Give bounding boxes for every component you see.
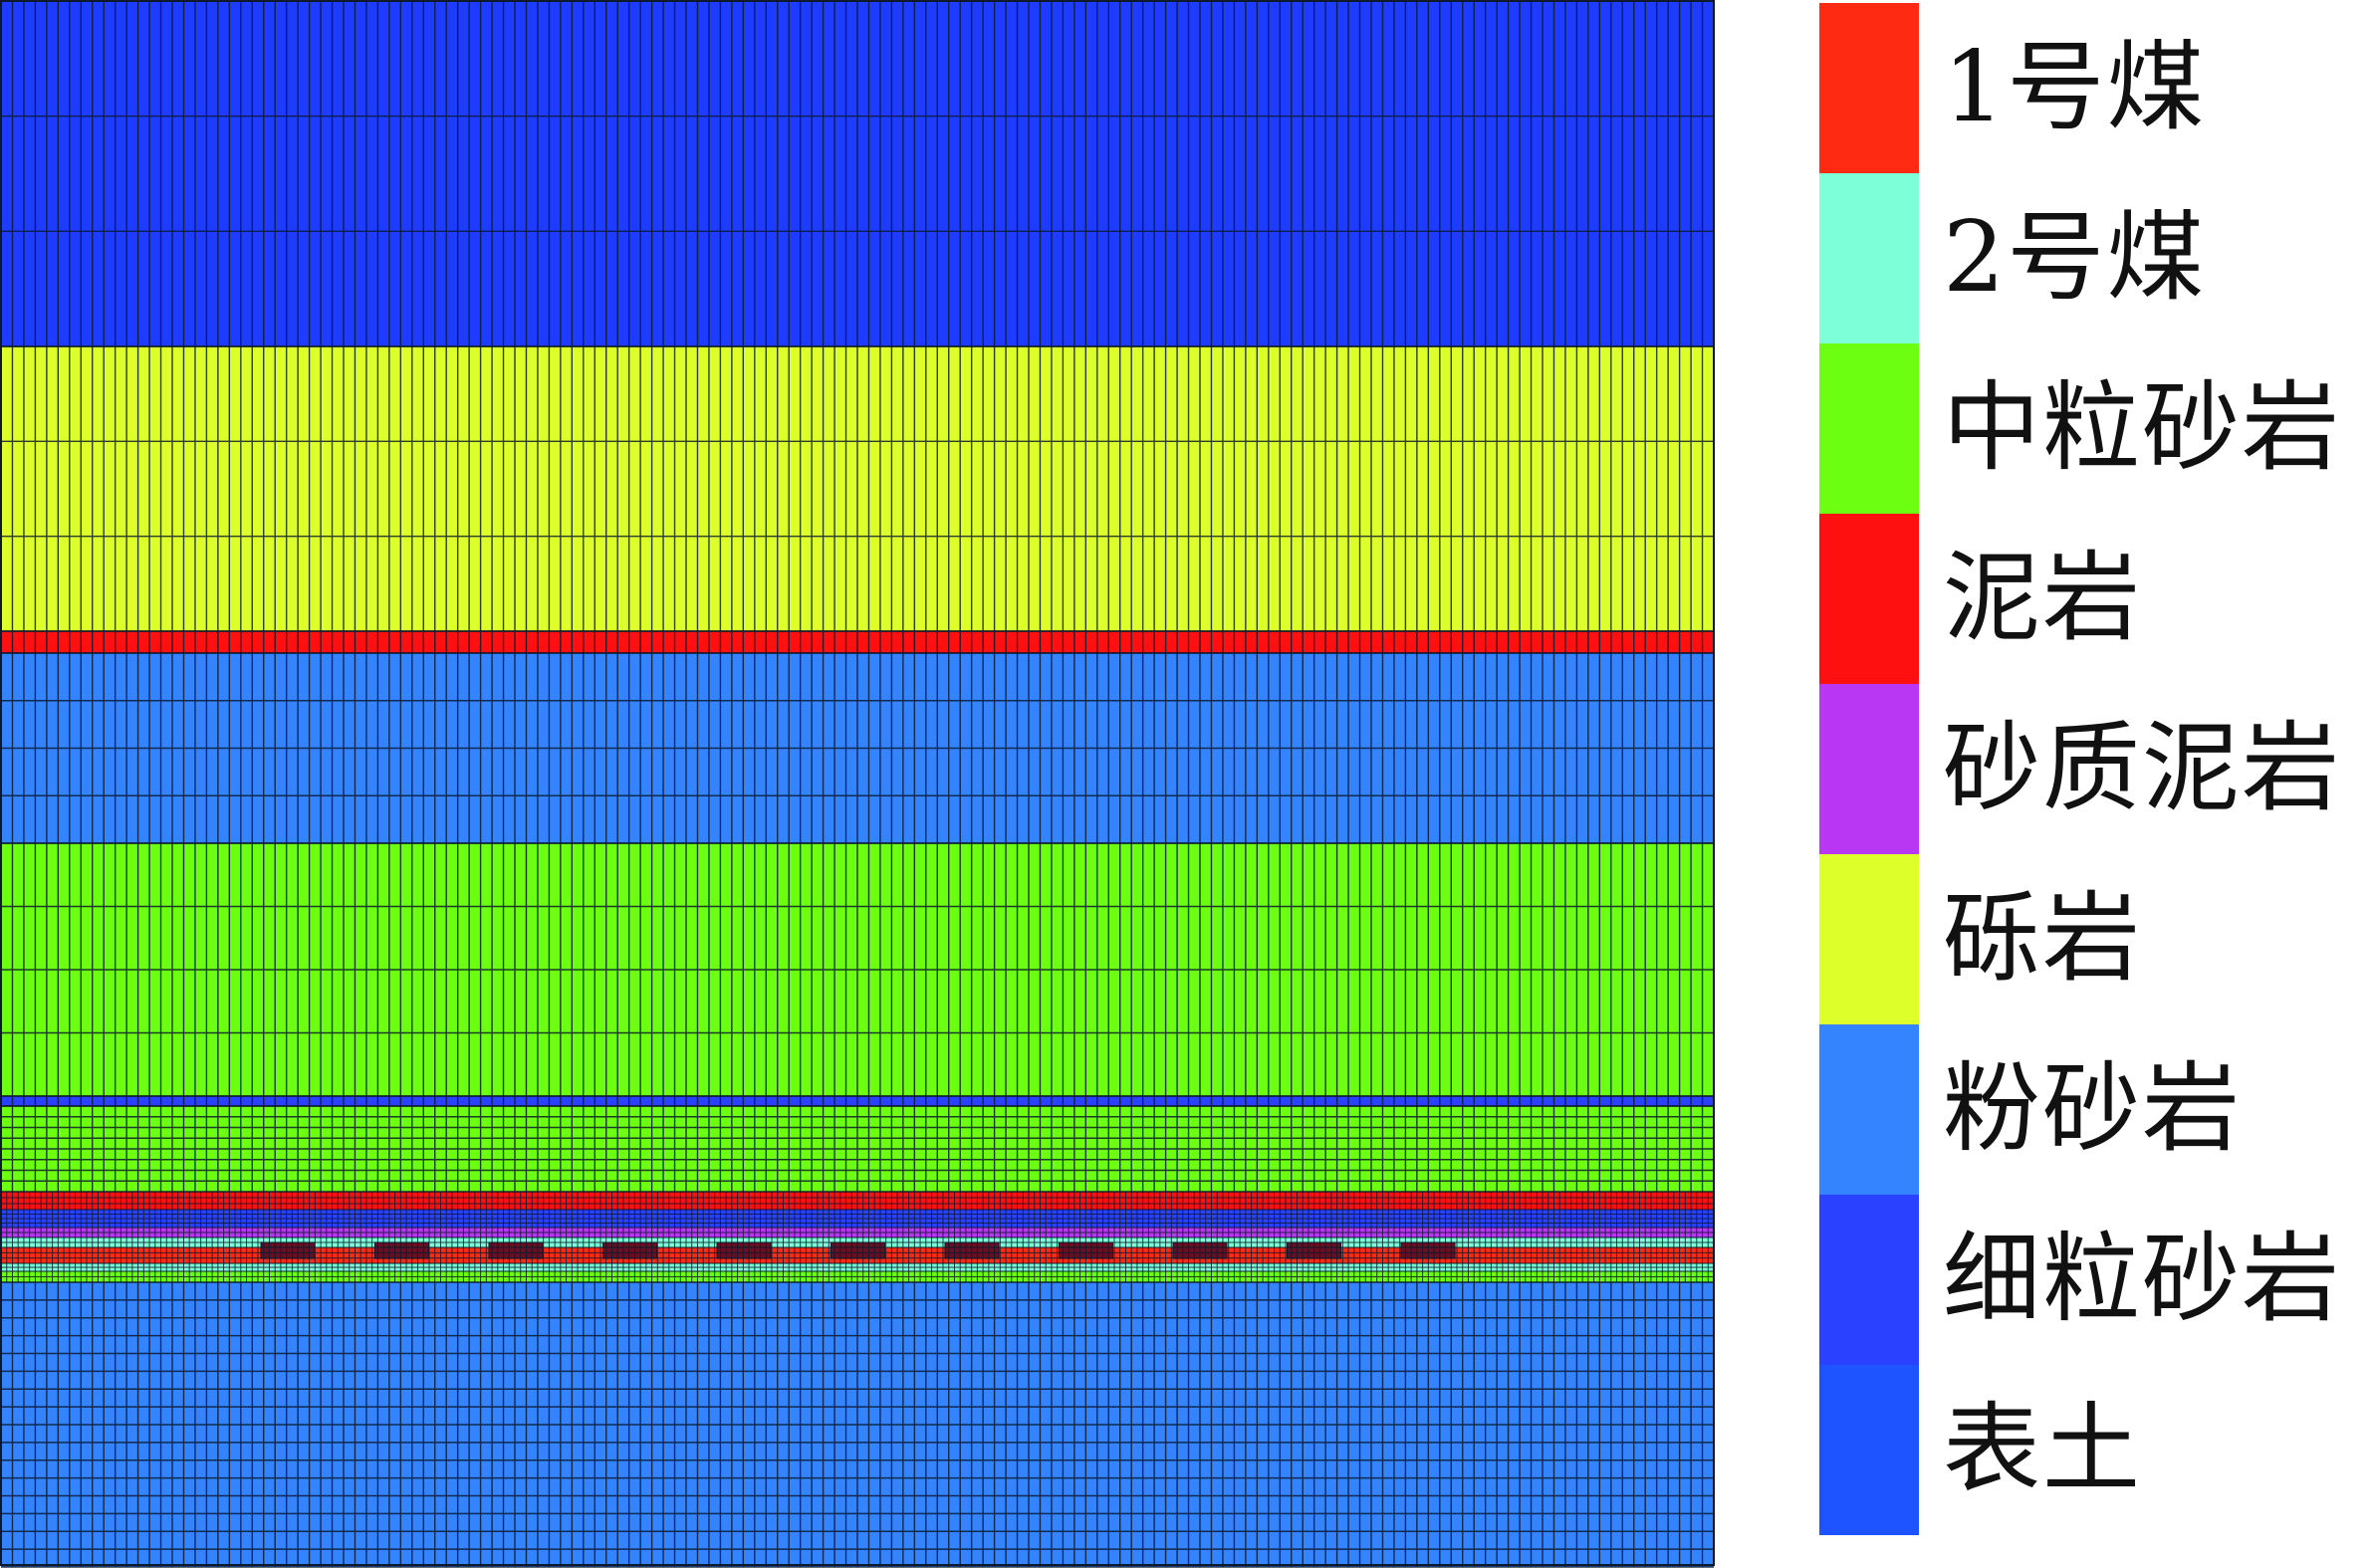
mesh-lines <box>1 1105 1714 1193</box>
mesh-lines <box>1 1209 1714 1229</box>
legend-label: 表土 <box>1943 1393 2143 1506</box>
legend-swatch <box>1819 173 1919 343</box>
legend-label: 中粒砂岩 <box>1943 371 2342 485</box>
legend-swatch <box>1819 684 1919 854</box>
model-mesh-svg <box>0 0 1715 1568</box>
legend-swatch <box>1819 1365 1919 1535</box>
coal-pillar <box>488 1241 544 1259</box>
legend-swatch <box>1819 514 1919 684</box>
legend-swatch <box>1819 854 1919 1024</box>
mesh-lines <box>1 1246 1714 1264</box>
coal-pillar <box>602 1241 657 1259</box>
legend-label: 砾岩 <box>1943 882 2143 996</box>
mesh-lines <box>1 1270 1714 1283</box>
model-border <box>0 0 1715 1566</box>
legend-item-siltstone: 粉砂岩 <box>1819 1024 2377 1195</box>
mesh-grid <box>1 0 1714 1568</box>
legend-label: 1号煤 <box>1943 31 2207 144</box>
numerical-model-mesh <box>0 0 1715 1568</box>
mesh-lines <box>1 1236 1714 1248</box>
legend-item-mudstone: 泥岩 <box>1819 514 2377 684</box>
mesh-lines <box>1 1191 1714 1211</box>
mesh-lines <box>1 1262 1714 1272</box>
legend-item-fine-sandstone: 细粒砂岩 <box>1819 1195 2377 1365</box>
material-legend: 1号煤 2号煤 中粒砂岩 泥岩 砂质泥岩 砾岩 粉砂岩 细粒砂岩 表土 <box>1819 0 2377 1568</box>
legend-label: 2号煤 <box>1943 201 2207 315</box>
legend-label: 粉砂岩 <box>1943 1052 2243 1166</box>
legend-swatch <box>1819 1024 1919 1195</box>
mesh-lines <box>1 0 1714 347</box>
legend-swatch <box>1819 343 1919 514</box>
legend-item-medium-sandstone: 中粒砂岩 <box>1819 343 2377 514</box>
mesh-lines <box>1 652 1714 844</box>
mesh-lines <box>1 345 1714 632</box>
legend-label: 砂质泥岩 <box>1943 712 2342 825</box>
mesh-lines <box>1 842 1714 1097</box>
legend-item-topsoil: 表土 <box>1819 1365 2377 1535</box>
legend-label: 细粒砂岩 <box>1943 1223 2342 1336</box>
mesh-lines <box>1 1227 1714 1238</box>
legend-item-coal-2: 2号煤 <box>1819 173 2377 343</box>
mesh-lines <box>1 630 1714 654</box>
legend-item-sandy-mudstone: 砂质泥岩 <box>1819 684 2377 854</box>
legend-label: 泥岩 <box>1943 542 2143 655</box>
legend-item-coal-1: 1号煤 <box>1819 3 2377 173</box>
coal-pillar <box>374 1241 429 1259</box>
legend-item-conglomerate: 砾岩 <box>1819 854 2377 1024</box>
legend-swatch <box>1819 1195 1919 1365</box>
mesh-lines <box>1 1095 1714 1107</box>
mesh-lines <box>1 1281 1714 1568</box>
legend-swatch <box>1819 3 1919 173</box>
coal-pillar <box>716 1241 772 1259</box>
